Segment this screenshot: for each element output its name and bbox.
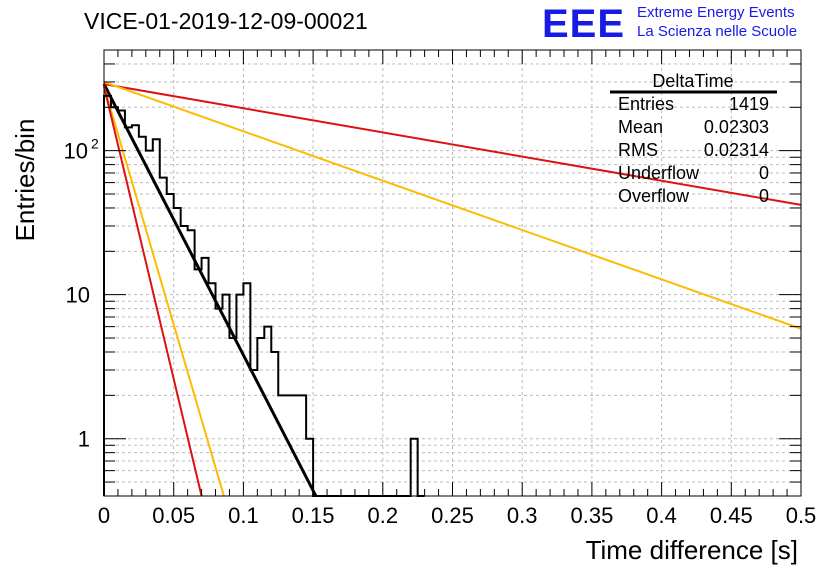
x-tick-label: 0.25 xyxy=(431,503,474,528)
axis-ticks xyxy=(103,49,802,497)
stats-value: 0 xyxy=(759,186,769,206)
fit-curve-5 xyxy=(103,86,203,497)
histogram-bin xyxy=(229,338,236,496)
fit-curve-2 xyxy=(103,83,802,206)
x-tick-label: 0.5 xyxy=(786,503,817,528)
fit-curve-3 xyxy=(103,81,802,330)
histogram-bin xyxy=(257,338,264,496)
histogram-bin xyxy=(146,151,153,496)
x-tick-label: 0.05 xyxy=(152,503,195,528)
y-tick-label: 10 xyxy=(64,139,88,164)
histogram-bin xyxy=(243,283,250,496)
eee-logo: EEE xyxy=(542,2,626,46)
x-tick-label: 0.45 xyxy=(710,503,753,528)
histogram-outline xyxy=(103,94,425,497)
histogram-bin xyxy=(411,439,418,496)
fit-curve-4 xyxy=(103,85,225,497)
histogram-bin xyxy=(167,194,174,496)
y-tick-label: 10 xyxy=(66,283,90,308)
logo-caption-line1: Extreme Energy Events xyxy=(637,4,795,21)
stats-value: 0 xyxy=(759,163,769,183)
stats-rows: Entries 1419 Mean 0.02303 RMS 0.02314Underflo… xyxy=(618,94,769,206)
y-tick-label: 1 xyxy=(78,427,90,452)
histogram xyxy=(103,94,425,497)
stats-value: 0.02314 xyxy=(704,140,769,160)
x-tick-label: 0.35 xyxy=(570,503,613,528)
fit-curve-1 xyxy=(102,83,318,497)
histogram-bin xyxy=(250,370,257,496)
stats-label: Underflow xyxy=(618,163,700,183)
histogram-bin xyxy=(139,137,146,496)
histogram-bin xyxy=(104,96,111,496)
axis-tick-labels: 0 0.05 0.1 0.15 0.2 0.25 0.3 0.35 0.4 0.45 0.5 1 10 1… xyxy=(64,136,817,528)
histogram-bin xyxy=(132,125,139,496)
x-tick-label: 0.15 xyxy=(292,503,335,528)
x-tick-label: 0.3 xyxy=(507,503,538,528)
y-axis-label: Entries/bin xyxy=(10,119,40,242)
x-tick-label: 0 xyxy=(98,503,110,528)
x-tick-label: 0.4 xyxy=(646,503,677,528)
logo-caption-line2: La Scienza nelle Scuole xyxy=(637,23,798,40)
stats-value: 0.02303 xyxy=(704,117,769,137)
x-axis-label: Time difference [s] xyxy=(586,535,798,565)
stats-box-title: DeltaTime xyxy=(652,71,733,91)
plot-title: VICE-01-2019-12-09-00021 xyxy=(84,8,368,34)
fit-curves xyxy=(102,81,802,497)
histogram-bin xyxy=(202,258,209,496)
x-tick-label: 0.2 xyxy=(368,503,399,528)
stats-label: Entries xyxy=(618,94,674,114)
histogram-bin xyxy=(195,269,202,496)
stats-box: DeltaTime Entries 1419 Mean 0.02303 RMS 0.023… xyxy=(610,71,777,206)
stats-label: Overflow xyxy=(618,186,690,206)
stats-label: Mean xyxy=(618,117,663,137)
stats-value: 1419 xyxy=(729,94,769,114)
stats-label: RMS xyxy=(618,140,658,160)
y-tick-label-exponent: 2 xyxy=(91,136,99,152)
x-tick-label: 0.1 xyxy=(228,503,259,528)
